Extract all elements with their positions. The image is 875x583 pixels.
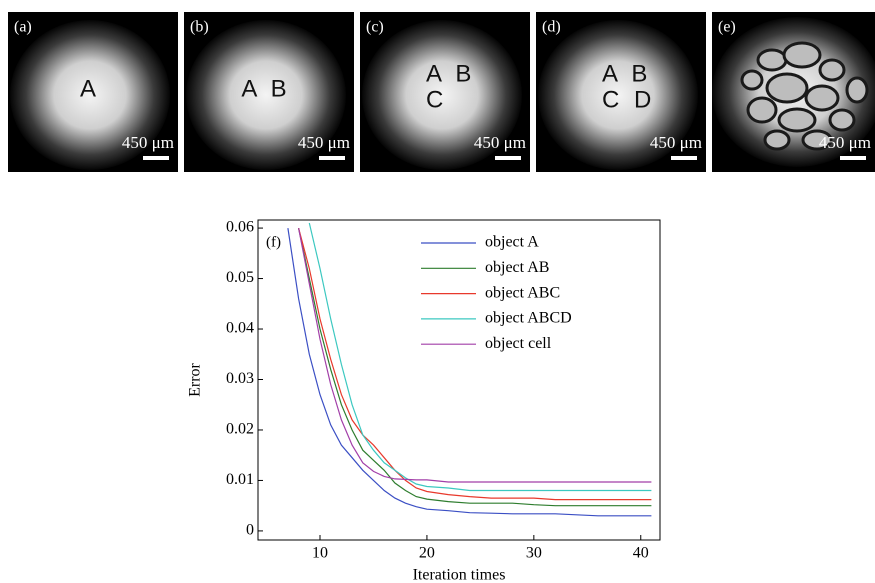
image-panel: (d) A BC D 450 μm [536, 12, 706, 172]
x-tick-label: 40 [633, 545, 649, 562]
light-spot [186, 20, 346, 170]
x-tick-label: 30 [526, 545, 542, 562]
annotation: (f) [266, 234, 281, 250]
panel-label: (c) [366, 19, 384, 36]
image-panel: (e) 450 μm [712, 12, 875, 172]
scale-label: 450 μm [650, 133, 702, 152]
object-letters: A B [241, 75, 290, 102]
cell [828, 108, 856, 132]
series-line [298, 227, 652, 501]
panel-label: (a) [14, 19, 32, 36]
cell [777, 107, 817, 133]
scale-bar [143, 156, 169, 160]
light-spot [538, 20, 698, 170]
image-panel: (a) A 450 μm [8, 12, 178, 172]
cell [818, 58, 846, 82]
cell [740, 69, 764, 91]
panel-label: (b) [190, 19, 209, 36]
scale-bar [840, 156, 866, 160]
plot-frame [257, 219, 661, 541]
y-tick-label: 0.04 [226, 320, 254, 337]
legend-label: object cell [485, 335, 552, 352]
cell [782, 41, 822, 69]
object-letters: C [426, 86, 447, 113]
y-tick-label: 0 [246, 522, 254, 539]
object-letters: A B [426, 60, 475, 87]
cell [804, 84, 840, 112]
panel-label: (e) [718, 19, 736, 36]
legend-label: object AB [485, 259, 549, 276]
cell-pattern [712, 17, 875, 167]
x-tick-label: 20 [419, 545, 435, 562]
panel-label: (d) [542, 19, 561, 36]
y-tick-label: 0.05 [226, 269, 254, 286]
scale-bar [495, 156, 521, 160]
cell [756, 48, 788, 72]
light-spot [362, 20, 522, 170]
y-tick-label: 0.06 [226, 219, 254, 236]
chart: (f) Iteration times Error 0 0.01 0.02 0.03 0… [187, 219, 661, 583]
cell [845, 76, 869, 104]
cell [746, 96, 778, 124]
cell [765, 72, 809, 104]
series-line [287, 228, 652, 517]
legend-label: object ABCD [485, 310, 572, 327]
light-spot [10, 20, 170, 170]
object-letters: A [80, 75, 100, 102]
image-panel: (c) A BC 450 μm [360, 12, 530, 172]
scale-label: 450 μm [298, 133, 350, 152]
scale-bar [319, 156, 345, 160]
scale-label: 450 μm [474, 133, 526, 152]
y-tick-label: 0.03 [226, 370, 254, 387]
legend-label: object A [485, 234, 539, 251]
object-letters: C D [602, 86, 655, 113]
x-axis-label: Iteration times [413, 567, 506, 583]
y-tick-label: 0.02 [226, 421, 254, 438]
y-tick-label: 0.01 [226, 471, 254, 488]
cell [763, 129, 791, 151]
series-line [298, 227, 652, 507]
cell [801, 129, 833, 151]
x-tick-label: 10 [312, 545, 328, 562]
image-panel: (b) A B 450 μm [184, 12, 354, 172]
scale-label: 450 μm [819, 133, 871, 152]
series-line [298, 227, 652, 483]
scale-label: 450 μm [122, 133, 174, 152]
scale-bar [671, 156, 697, 160]
legend-label: object ABC [485, 284, 560, 301]
object-letters: A B [602, 60, 651, 87]
y-axis-label: Error [187, 362, 204, 396]
series-line [308, 222, 652, 492]
